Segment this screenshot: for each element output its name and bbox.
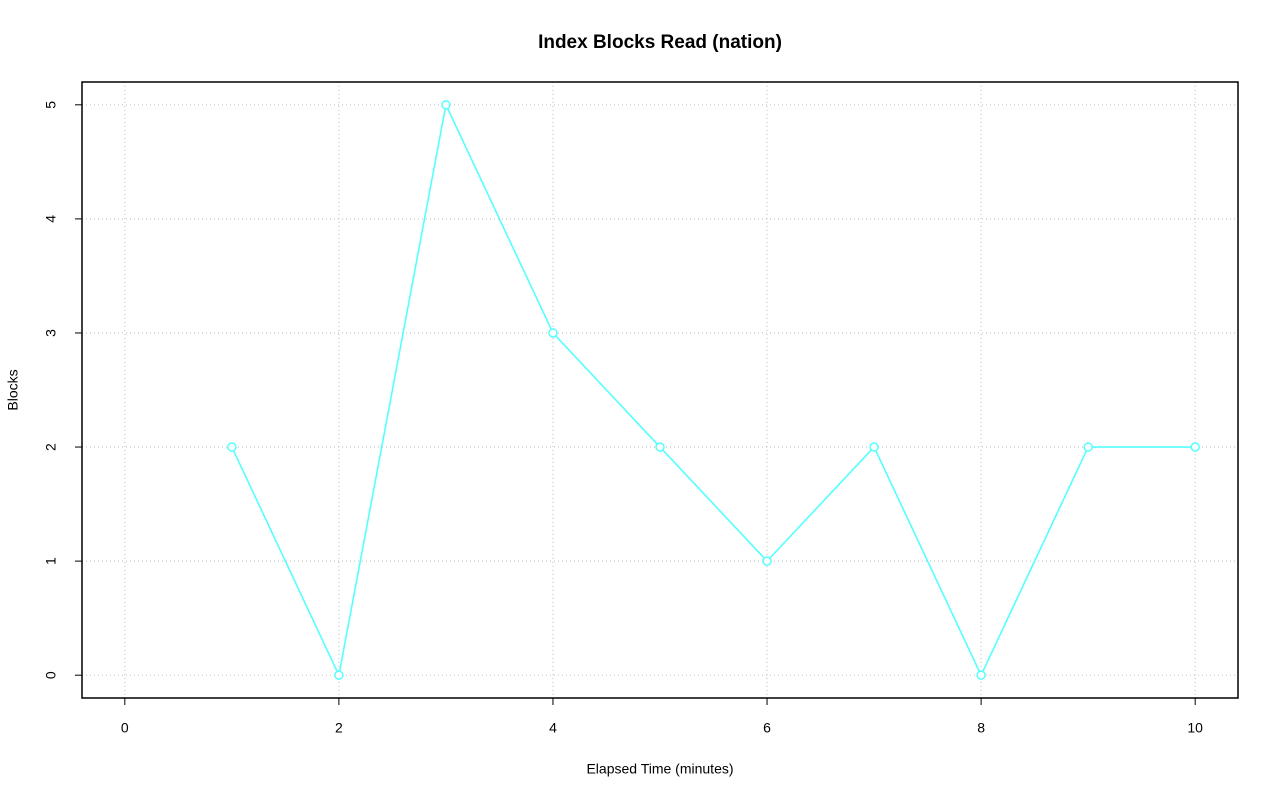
data-point <box>227 442 237 452</box>
x-tick-label: 0 <box>121 720 129 736</box>
data-point <box>441 100 451 110</box>
data-point <box>762 556 772 566</box>
x-tick-label: 8 <box>977 720 985 736</box>
data-point <box>1190 442 1200 452</box>
data-point <box>976 670 986 680</box>
x-tick-label: 4 <box>549 720 557 736</box>
y-tick-label: 4 <box>43 215 59 223</box>
y-axis-title: Blocks <box>5 369 21 410</box>
data-point <box>1083 442 1093 452</box>
data-point <box>334 670 344 680</box>
data-point <box>869 442 879 452</box>
y-tick-label: 5 <box>43 101 59 109</box>
x-tick-label: 6 <box>763 720 771 736</box>
data-point <box>655 442 665 452</box>
y-tick-label: 3 <box>43 329 59 337</box>
x-tick-label: 10 <box>1187 720 1203 736</box>
x-tick-label: 2 <box>335 720 343 736</box>
x-axis-title: Elapsed Time (minutes) <box>586 761 733 777</box>
y-tick-label: 1 <box>43 557 59 565</box>
y-tick-label: 2 <box>43 443 59 451</box>
plot-frame <box>81 81 1239 699</box>
chart-title: Index Blocks Read (nation) <box>538 32 782 53</box>
data-point <box>548 328 558 338</box>
data-line <box>231 102 1196 678</box>
y-tick-label: 0 <box>43 671 59 679</box>
